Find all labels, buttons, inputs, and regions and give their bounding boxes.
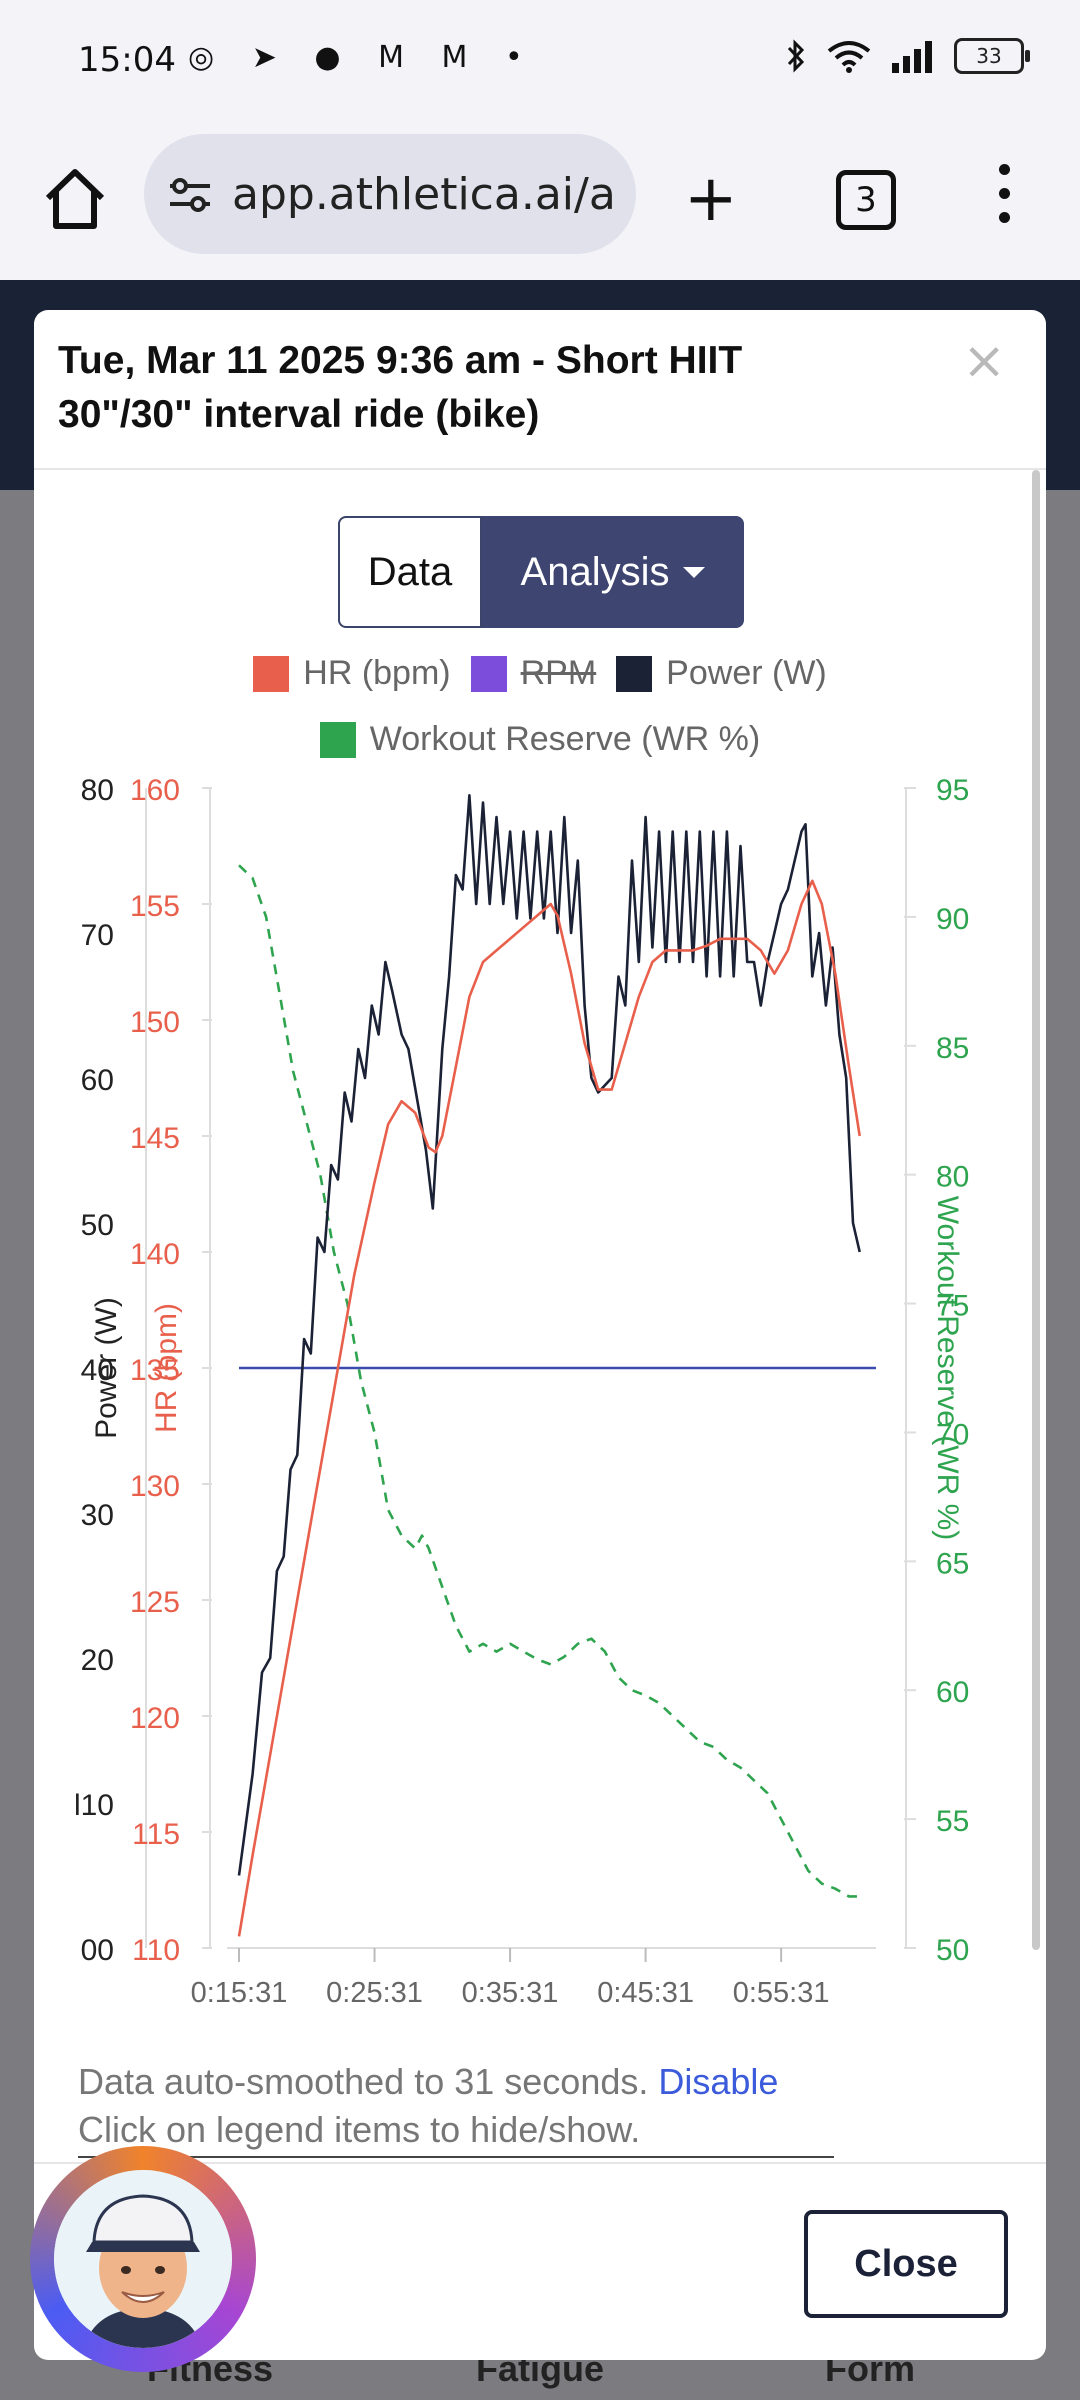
legend-label-wr: Workout Reserve (WR %) (369, 720, 761, 758)
smoothing-note: Data auto-smoothed to 31 seconds. Disabl… (78, 2058, 778, 2154)
series-line-hr (237, 879, 861, 1937)
legend-label-power: Power (W) (666, 654, 827, 692)
power-tick-label: 20 (81, 1644, 114, 1677)
power-tick-label: 00 (81, 1934, 114, 1967)
hr-tick-label: 140 (130, 1238, 180, 1271)
close-icon[interactable]: × (962, 331, 1006, 391)
hr-tick-label: 130 (130, 1470, 180, 1503)
home-icon[interactable] (40, 164, 110, 234)
wr-tick-label: 75 (936, 1290, 969, 1323)
note-underline (78, 2156, 834, 2158)
notification-icons: ◎ ➤ ● M M • (188, 40, 537, 75)
address-bar[interactable]: app.athletica.ai/a (144, 134, 636, 254)
coach-face-icon (54, 2170, 232, 2348)
new-tab-icon[interactable]: + (684, 162, 738, 236)
legend-item-power[interactable]: Power (W) (616, 654, 827, 693)
wr-tick-label: 70 (936, 1418, 969, 1451)
wr-axis-title: Workout Reserve (WR %) (931, 1196, 964, 1541)
modal-title-line1: Tue, Mar 11 2025 9:36 am - Short HIIT (58, 339, 743, 382)
signal-icon (892, 41, 932, 73)
hr-tick-label: 125 (130, 1586, 180, 1619)
status-time: 15:04 (78, 40, 176, 80)
disable-smoothing-link[interactable]: Disable (658, 2061, 779, 2102)
wifi-icon (827, 41, 871, 73)
analysis-dropdown-button[interactable]: Analysis (482, 516, 744, 628)
site-settings-icon[interactable] (166, 170, 214, 218)
legend-row-1: HR (bpm) RPM Power (W) (34, 654, 1046, 693)
hr-tick-label: 160 (130, 774, 180, 807)
legend-label-hr: HR (bpm) (303, 654, 451, 692)
power-tick-label: 80 (81, 774, 114, 807)
wr-tick-label: 50 (936, 1934, 969, 1967)
legend-hint: Click on legend items to hide/show. (78, 2109, 641, 2150)
power-tick-label: 70 (81, 919, 114, 952)
browser-toolbar: app.athletica.ai/a + 3 (0, 120, 1080, 280)
hr-tick-label: 115 (132, 1818, 180, 1851)
view-toggle: Data Analysis (338, 516, 744, 628)
wr-tick-label: 80 (936, 1161, 969, 1194)
power-tick-label: 40 (81, 1354, 114, 1387)
modal-title: Tue, Mar 11 2025 9:36 am - Short HIIT 30… (58, 334, 938, 442)
bluetooth-icon (787, 39, 805, 73)
workout-modal: Tue, Mar 11 2025 9:36 am - Short HIIT 30… (34, 310, 1046, 2360)
legend-item-hr[interactable]: HR (bpm) (253, 654, 451, 693)
series-line-power (237, 794, 861, 1876)
hr-tick-label: 120 (130, 1702, 180, 1735)
wr-tick-label: 90 (936, 903, 969, 936)
x-tick-label: 0:55:31 (733, 1977, 830, 2009)
more-menu-icon[interactable] (994, 164, 1014, 234)
power-axis-title: Power (W) (90, 1297, 123, 1439)
legend-item-wr[interactable]: Workout Reserve (WR %) (319, 720, 761, 759)
tab-switcher-button[interactable]: 3 (836, 170, 896, 230)
legend-item-rpm[interactable]: RPM (470, 654, 597, 693)
hr-tick-label: 155 (130, 890, 180, 923)
modal-title-line2: 30"/30" interval ride (bike) (58, 393, 540, 436)
analysis-label: Analysis (520, 549, 670, 594)
modal-footer-divider (34, 2162, 1046, 2164)
avatar-image (54, 2170, 232, 2348)
battery-icon: 33 (954, 38, 1030, 74)
legend-swatch-rpm (470, 655, 507, 692)
power-tick-label: l10 (74, 1789, 114, 1822)
wr-tick-label: 60 (936, 1676, 969, 1709)
x-tick-label: 0:35:31 (462, 1977, 559, 2009)
wr-tick-label: 55 (936, 1805, 969, 1838)
wr-tick-label: 65 (936, 1547, 969, 1580)
x-tick-label: 0:25:31 (326, 1977, 423, 2009)
legend-swatch-power (616, 655, 653, 692)
hr-tick-label: 110 (132, 1934, 180, 1967)
coach-avatar[interactable] (30, 2146, 256, 2372)
hr-tick-label: 145 (130, 1122, 180, 1155)
smoothing-text: Data auto-smoothed to 31 seconds. (78, 2061, 649, 2102)
power-tick-label: 50 (81, 1209, 114, 1242)
x-tick-label: 0:15:31 (191, 1977, 288, 2009)
status-right: 33 (784, 38, 1030, 74)
power-tick-label: 30 (81, 1499, 114, 1532)
wr-tick-label: 95 (936, 774, 969, 807)
url-text[interactable]: app.athletica.ai/a (232, 168, 616, 220)
wr-tick-label: 85 (936, 1032, 969, 1065)
legend-row-2: Workout Reserve (WR %) (34, 720, 1046, 759)
workout-chart: 00 l10 20 30 40 50 60 70 80 110 115 120 125 130 135 140… (74, 774, 969, 2009)
close-button[interactable]: Close (804, 2210, 1008, 2318)
hr-tick-label: 150 (130, 1006, 180, 1039)
power-tick-label: 60 (81, 1064, 114, 1097)
legend-label-rpm: RPM (520, 654, 597, 692)
hr-tick-label: 135 (130, 1354, 180, 1387)
hr-axis-title: HR (bpm) (150, 1303, 183, 1433)
modal-header-divider (34, 468, 1046, 470)
scrollbar[interactable] (1032, 470, 1040, 1950)
series-line-wr (238, 864, 860, 1898)
x-tick-label: 0:45:31 (597, 1977, 694, 2009)
caret-down-icon (683, 566, 706, 578)
legend-swatch-hr (253, 655, 290, 692)
status-bar: 15:04 ◎ ➤ ● M M • 33 (0, 0, 1080, 120)
data-tab-button[interactable]: Data (338, 516, 482, 628)
legend-swatch-wr (319, 721, 356, 758)
